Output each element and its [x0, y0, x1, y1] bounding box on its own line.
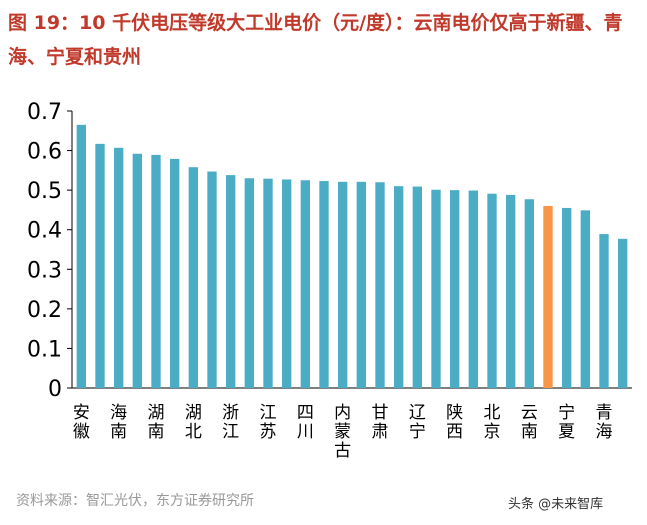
bar: [319, 181, 329, 388]
bar: [226, 175, 236, 388]
bar: [468, 190, 478, 388]
x-tick-label: 安徽: [73, 403, 90, 442]
bar: [450, 190, 460, 388]
x-tick-label: 甘肃: [372, 403, 389, 442]
y-axis: 0 0.1 0.2 0.3 0.4 0.5 0.6 0.7: [27, 100, 632, 402]
y-tick-label: 0: [48, 377, 62, 402]
bar: [431, 189, 441, 388]
bar: [618, 238, 628, 388]
x-tick-label: 陕西: [446, 403, 463, 442]
bar: [338, 181, 348, 388]
watermark: 头条 @未来智库: [508, 497, 604, 512]
bar: [207, 171, 217, 388]
bar-highlight: [543, 205, 553, 388]
source-note: 资料来源：智汇光伏，东方证券研究所: [16, 493, 254, 509]
bars: [76, 124, 628, 388]
bar: [394, 186, 404, 388]
bar: [506, 194, 516, 388]
x-tick-label: 四川: [297, 403, 314, 442]
y-tick-label: 0.5: [27, 179, 62, 204]
bar: [151, 154, 161, 388]
y-tick-label: 0.7: [27, 100, 62, 125]
bar: [95, 143, 105, 388]
bar: [487, 193, 497, 388]
y-tick-label: 0.6: [27, 140, 62, 165]
x-tick-label: 江苏: [260, 403, 277, 442]
y-tick-label: 0.1: [27, 337, 62, 362]
bar: [170, 158, 180, 388]
bar: [132, 153, 142, 388]
bar: [188, 167, 198, 388]
bar: [300, 180, 310, 388]
bar: [356, 181, 366, 388]
x-tick-label: 浙江: [222, 403, 239, 442]
bar: [524, 199, 534, 388]
x-tick-label: 湖南: [148, 403, 165, 442]
bar: [599, 234, 609, 388]
bar: [580, 210, 590, 388]
x-tick-label: 北京: [484, 403, 501, 442]
bar: [375, 182, 385, 388]
bar: [562, 207, 572, 388]
x-tick-label: 青海: [596, 403, 613, 442]
y-tick-label: 0.3: [27, 258, 62, 283]
y-tick-label: 0.2: [27, 298, 62, 323]
bar: [412, 186, 422, 388]
bar: [282, 179, 292, 388]
x-tick-label: 海南: [110, 403, 127, 442]
bar: [114, 147, 124, 388]
bar: [76, 124, 86, 388]
bar: [244, 178, 254, 388]
x-tick-label: 宁夏: [558, 403, 575, 442]
x-tick-label: 辽宁: [409, 403, 426, 442]
x-tick-label: 湖北: [185, 403, 202, 442]
x-tick-label: 云南: [521, 403, 538, 442]
x-tick-label: 内蒙古: [334, 403, 351, 461]
bar: [263, 178, 273, 388]
y-tick-label: 0.4: [27, 219, 62, 244]
chart-title: 图 19：10 千伏电压等级大工业电价（元/度）：云南电价仅高于新疆、青海、宁夏…: [8, 12, 623, 68]
